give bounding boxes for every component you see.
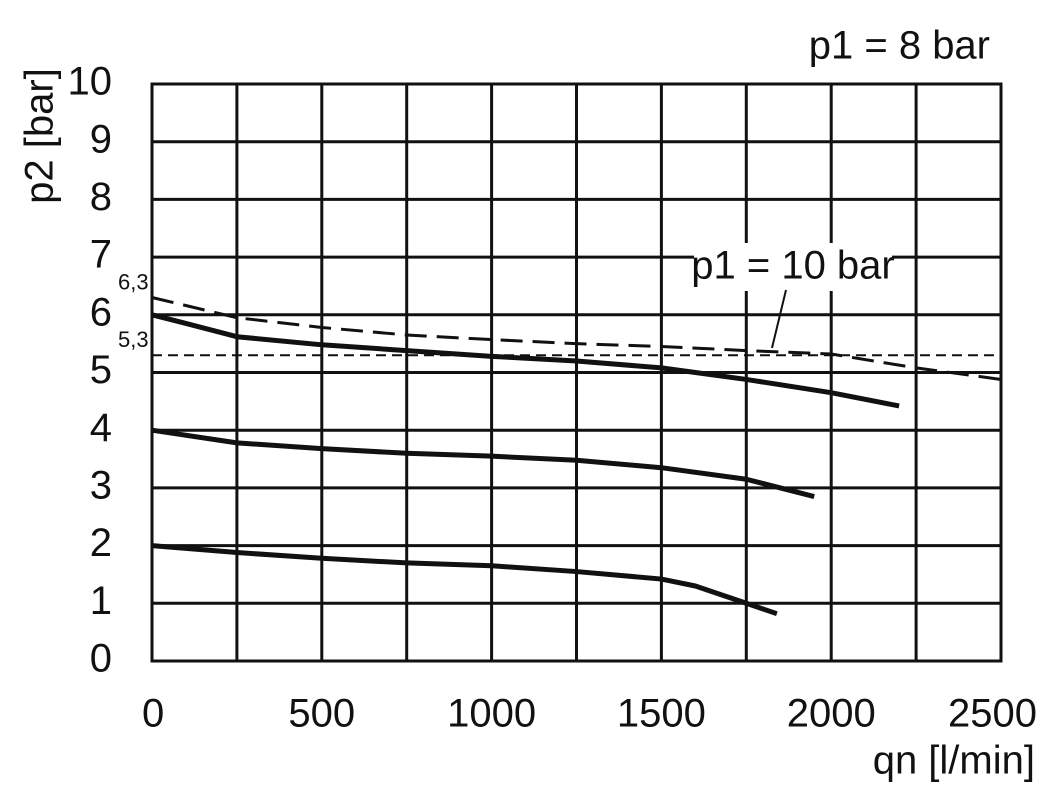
x-axis-label: qn [l/min]	[873, 739, 1035, 783]
y-axis-label: p2 [bar]	[18, 68, 62, 204]
x-tick-label: 1500	[617, 692, 706, 736]
y-tick-label: 4	[90, 406, 112, 450]
y-tick-label: 6	[90, 290, 112, 334]
reference-label: 5,3	[118, 327, 149, 352]
y-tick-label: 3	[90, 463, 112, 507]
annotation: p1 = 10 bar	[691, 244, 895, 288]
y-tick-label: 7	[90, 233, 112, 277]
reference-label: 6,3	[118, 269, 149, 294]
y-tick-label: 8	[90, 175, 112, 219]
y-tick-label: 5	[90, 348, 112, 392]
x-tick-label: 500	[288, 692, 355, 736]
series-line	[151, 312, 900, 409]
y-tick-label: 2	[90, 521, 112, 565]
x-tick-label: 0	[142, 692, 164, 736]
series-line	[151, 543, 778, 617]
series-lines	[151, 296, 1002, 617]
y-tick-label: 0	[90, 637, 112, 681]
series-line	[151, 296, 1002, 381]
x-tick-label: 2500	[948, 692, 1037, 736]
plot-frame	[150, 82, 1003, 663]
annotation: p1 = 8 bar	[809, 24, 990, 68]
y-tick-label: 9	[90, 117, 112, 161]
annotation-bg	[694, 243, 892, 291]
series-line	[151, 427, 815, 499]
x-tick-label: 2000	[787, 692, 876, 736]
y-tick-label: 1	[90, 579, 112, 623]
x-tick-label: 1000	[447, 692, 536, 736]
y-tick-label: 10	[68, 60, 113, 104]
leader-line	[771, 289, 787, 349]
